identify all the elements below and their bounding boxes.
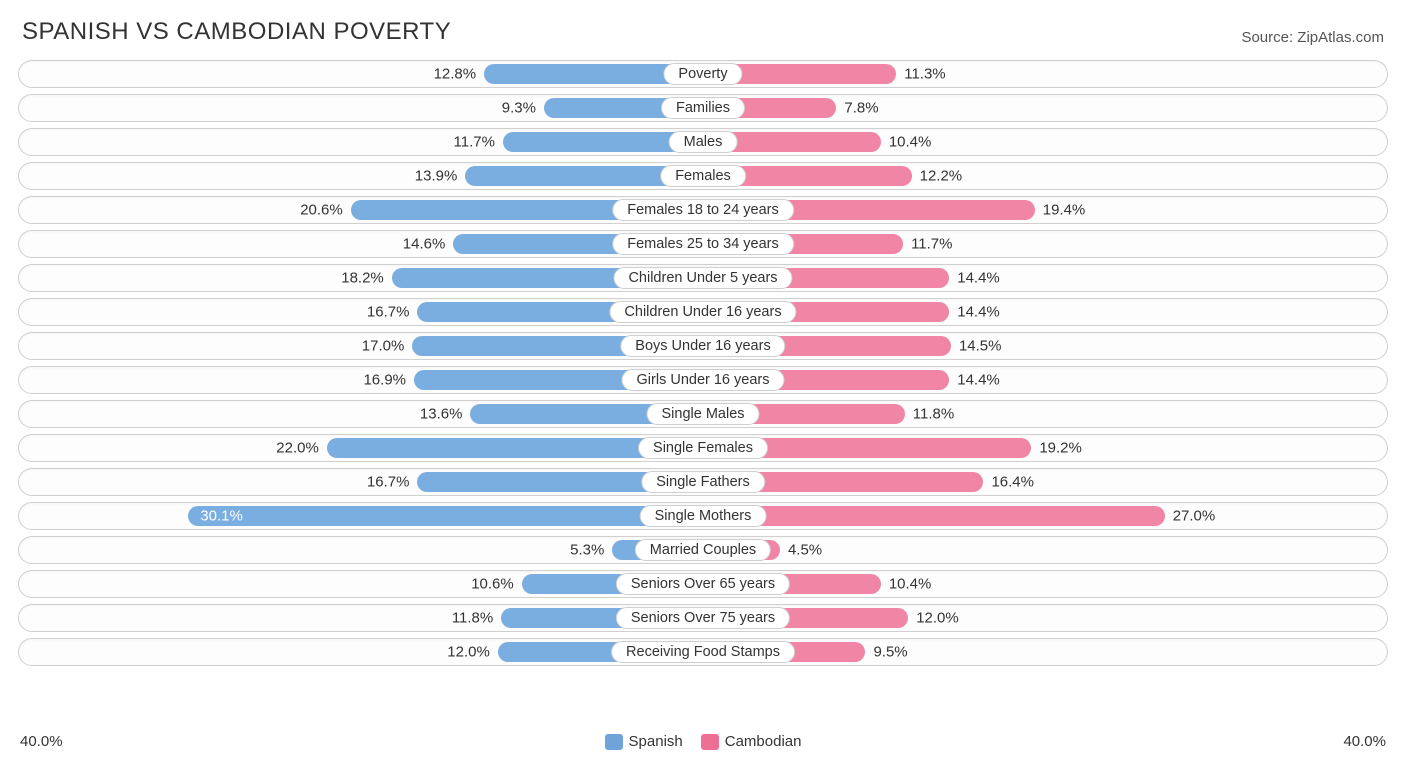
value-left: 16.9% [363,372,406,389]
axis-max-right: 40.0% [1343,733,1386,750]
chart-container: SPANISH VS CAMBODIAN POVERTY Source: Zip… [0,0,1406,758]
value-left: 16.7% [367,304,410,321]
value-right: 14.4% [957,304,1000,321]
value-left: 5.3% [570,542,604,559]
chart-title: SPANISH VS CAMBODIAN POVERTY [22,18,451,46]
chart-row: 12.8% 11.3% Poverty [18,60,1388,88]
value-left: 9.3% [502,100,536,117]
chart-row: 11.8% 12.0% Seniors Over 75 years [18,604,1388,632]
value-right: 14.5% [959,338,1002,355]
chart-legend: Spanish Cambodian [605,733,802,750]
category-label: Single Females [638,437,768,459]
chart-row: 16.7% 16.4% Single Fathers [18,468,1388,496]
legend-label-right: Cambodian [725,733,802,750]
value-right: 9.5% [873,644,907,661]
bar-left [188,506,703,526]
chart-row: 30.1% 27.0% Single Mothers [18,502,1388,530]
value-left: 14.6% [403,236,446,253]
value-left: 20.6% [300,202,343,219]
chart-row: 11.7% 10.4% Males [18,128,1388,156]
value-right: 19.4% [1043,202,1086,219]
axis-max-left: 40.0% [20,733,63,750]
value-left: 30.1% [200,508,243,525]
chart-row: 22.0% 19.2% Single Females [18,434,1388,462]
category-label: Children Under 16 years [609,301,796,323]
category-label: Married Couples [635,539,771,561]
category-label: Girls Under 16 years [622,369,785,391]
chart-row: 16.7% 14.4% Children Under 16 years [18,298,1388,326]
category-label: Families [661,97,745,119]
value-right: 14.4% [957,270,1000,287]
value-right: 10.4% [889,134,932,151]
legend-item-right: Cambodian [701,733,802,750]
chart-row: 17.0% 14.5% Boys Under 16 years [18,332,1388,360]
category-label: Children Under 5 years [613,267,792,289]
value-right: 4.5% [788,542,822,559]
chart-row: 13.9% 12.2% Females [18,162,1388,190]
value-left: 22.0% [276,440,319,457]
value-right: 11.7% [911,236,952,253]
chart-row: 20.6% 19.4% Females 18 to 24 years [18,196,1388,224]
chart-row: 16.9% 14.4% Girls Under 16 years [18,366,1388,394]
value-left: 13.9% [415,168,458,185]
value-right: 19.2% [1039,440,1082,457]
category-label: Receiving Food Stamps [611,641,795,663]
bar-right [703,506,1165,526]
chart-header: SPANISH VS CAMBODIAN POVERTY Source: Zip… [18,12,1388,60]
value-left: 17.0% [362,338,405,355]
value-right: 16.4% [991,474,1034,491]
category-label: Poverty [663,63,742,85]
category-label: Single Mothers [640,505,767,527]
value-right: 14.4% [957,372,1000,389]
value-left: 11.7% [454,134,495,151]
value-left: 10.6% [471,576,514,593]
category-label: Single Males [646,403,759,425]
value-right: 12.2% [920,168,963,185]
value-right: 27.0% [1173,508,1216,525]
chart-row: 13.6% 11.8% Single Males [18,400,1388,428]
category-label: Females [660,165,746,187]
chart-footer: 40.0% Spanish Cambodian 40.0% [18,727,1388,750]
value-left: 12.0% [447,644,490,661]
legend-swatch-left [605,734,623,750]
value-right: 11.3% [904,66,945,83]
chart-row: 9.3% 7.8% Families [18,94,1388,122]
value-left: 18.2% [341,270,384,287]
value-right: 12.0% [916,610,959,627]
category-label: Seniors Over 75 years [616,607,790,629]
value-right: 11.8% [913,406,954,423]
category-label: Males [669,131,738,153]
chart-row: 14.6% 11.7% Females 25 to 34 years [18,230,1388,258]
value-right: 10.4% [889,576,932,593]
value-left: 11.8% [452,610,493,627]
value-left: 16.7% [367,474,410,491]
chart-row: 5.3% 4.5% Married Couples [18,536,1388,564]
category-label: Boys Under 16 years [620,335,785,357]
chart-body: 12.8% 11.3% Poverty 9.3% 7.8% Families 11.7% 10… [18,60,1388,727]
chart-row: 10.6% 10.4% Seniors Over 65 years [18,570,1388,598]
legend-label-left: Spanish [629,733,683,750]
value-right: 7.8% [844,100,878,117]
chart-row: 18.2% 14.4% Children Under 5 years [18,264,1388,292]
chart-row: 12.0% 9.5% Receiving Food Stamps [18,638,1388,666]
value-left: 13.6% [420,406,463,423]
chart-source: Source: ZipAtlas.com [1241,29,1384,46]
category-label: Females 18 to 24 years [612,199,794,221]
legend-swatch-right [701,734,719,750]
value-left: 12.8% [434,66,477,83]
legend-item-left: Spanish [605,733,683,750]
category-label: Seniors Over 65 years [616,573,790,595]
category-label: Females 25 to 34 years [612,233,794,255]
category-label: Single Fathers [641,471,765,493]
